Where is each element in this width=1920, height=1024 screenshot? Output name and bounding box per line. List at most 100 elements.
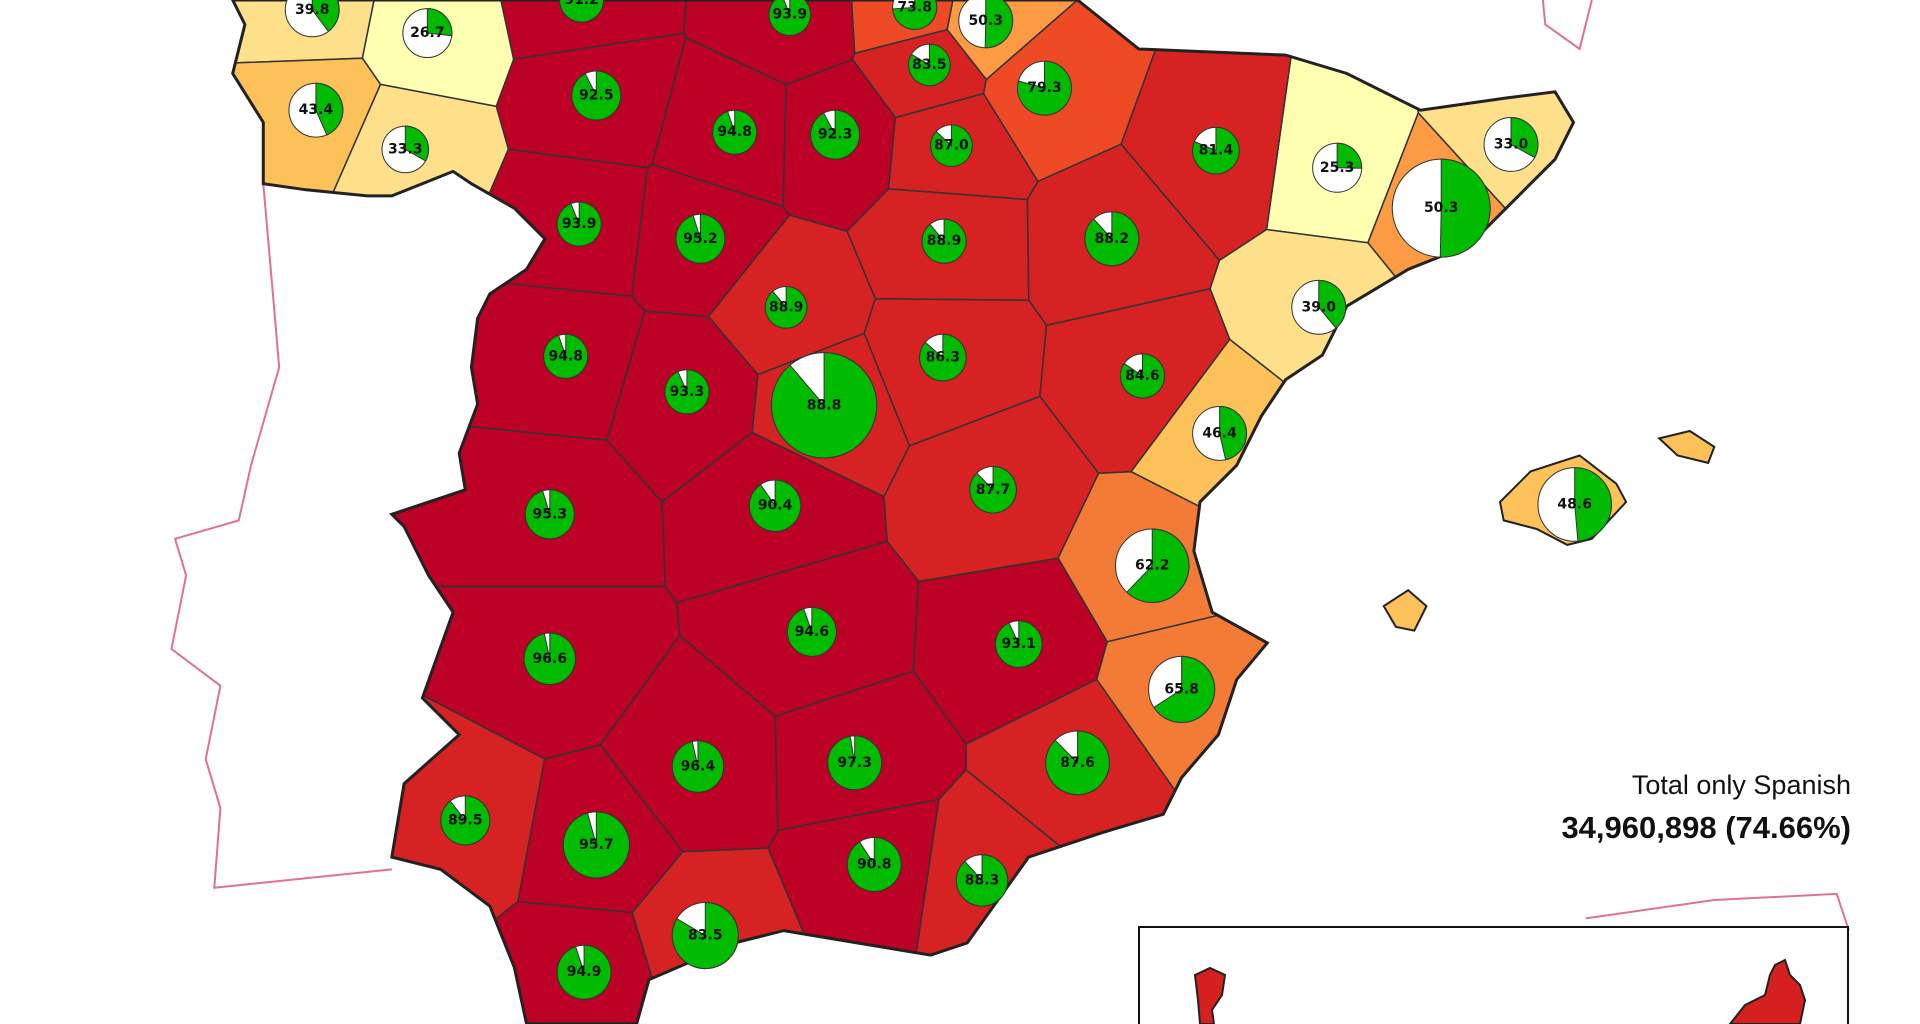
neighbor-border [1541,0,1593,51]
pie-label: 93.9 [562,216,597,232]
pie-slice [846,837,902,892]
neighbor-outlines [170,0,1850,931]
pie-slice [440,795,491,846]
pie-slice [892,0,938,30]
pie-slice [1153,655,1216,723]
pie-slice [1219,406,1248,461]
pie-slice [543,333,589,379]
pie-label: 95.3 [533,506,568,522]
pie-label: 93.9 [773,7,808,23]
pie-slice [1574,467,1612,542]
pie-label: 86.3 [926,350,961,366]
pie-label: 93.3 [670,384,705,400]
pies: 39.8 26.7 91.2 93.9 73.8 50.3 83.5 79.3 92.5 94.8… [284,0,1612,1000]
island [1382,588,1428,632]
pie-label: 43.4 [299,102,334,118]
pie-label: 39.8 [295,2,330,18]
pie-slice [559,0,605,23]
pie-label: 94.8 [548,348,583,364]
island [1657,429,1716,465]
pie-slice [426,8,453,37]
pie-label: 94.8 [717,124,752,140]
pie-label: 97.3 [837,755,872,771]
pie-slice [571,70,622,121]
pie-label: 83.5 [688,928,723,944]
pie-slice [984,0,1014,49]
pie-label: 46.4 [1202,425,1237,441]
pie-slice [1510,117,1539,159]
pie-label: 94.6 [795,624,830,640]
pie-label: 93.1 [1002,636,1037,652]
canary-island [1193,966,1227,1024]
pie-label: 88.8 [807,397,842,413]
pie-label: 88.3 [965,872,1000,888]
pie-slice [995,620,1043,668]
pie-slice [921,218,967,264]
pie-label: 50.3 [1424,200,1459,216]
pie-label: 90.4 [758,498,793,514]
neighbor-border [170,183,392,889]
pie-label: 87.7 [976,482,1011,498]
pie-label: 92.3 [818,127,853,143]
pie-slice [562,811,630,879]
pie-slice [1119,353,1165,399]
pie-label: 88.9 [927,233,962,249]
pie-slice [664,369,710,415]
pie-slice [712,109,758,155]
pie-slice [1017,60,1072,116]
pie-label: 83.5 [912,57,947,73]
pie-label: 95.2 [683,231,718,247]
pie-label: 95.7 [579,837,614,853]
pie-slice [404,125,430,162]
pie-label: 96.6 [533,651,568,667]
pie-label: 96.4 [681,759,716,775]
pie-slice [315,82,344,136]
legend-title: Total only Spanish [1632,770,1851,800]
pie-label: 65.8 [1164,681,1199,697]
canary-inset [1138,926,1849,1024]
pie-label: 25.3 [1320,160,1355,176]
pie-slice [969,466,1017,514]
pie-slice [930,124,973,168]
pie-label: 88.9 [769,299,804,315]
pie-slice [768,0,812,36]
pie-slice [671,740,725,793]
pie-label: 84.6 [1125,368,1160,384]
pie-label: 90.8 [857,856,892,872]
canary-island [1728,958,1807,1024]
pie-label: 79.3 [1027,80,1062,96]
pie-label: 87.0 [934,138,969,154]
pie-label: 94.9 [567,964,602,980]
pie-slice [908,43,951,87]
pie-slice [748,479,802,532]
pie-slice [1192,126,1240,175]
pie-slice [764,286,808,329]
pie-label: 39.0 [1302,299,1337,315]
pie-slice [770,352,878,459]
pie-label: 26.7 [410,25,445,41]
pie-label: 48.6 [1557,496,1592,512]
pie-slice [311,0,340,33]
pie-slice [671,901,739,970]
pie-slice [810,109,861,160]
pie-slice [1336,142,1363,169]
pie-label: 81.4 [1199,143,1234,159]
pie-slice [919,333,967,382]
pie-label: 62.2 [1135,558,1170,574]
pie-label: 89.5 [448,812,483,828]
neighbor-border [1585,892,1850,931]
pie-slice [955,854,1009,907]
pie-slice [556,944,612,1000]
pie-slice [523,632,576,685]
pie-label: 50.3 [968,13,1003,29]
pie-slice [1439,158,1491,258]
legend-total: 34,960,898 (74.66%) [1561,810,1851,845]
pie-label: 91.2 [564,0,599,8]
pie-slice [1318,279,1347,329]
pie-label: 33.0 [1494,136,1529,152]
pie-slice [675,213,726,264]
pie-slice [786,606,837,657]
pie-slice [524,489,575,540]
pie-slice [1126,528,1190,603]
